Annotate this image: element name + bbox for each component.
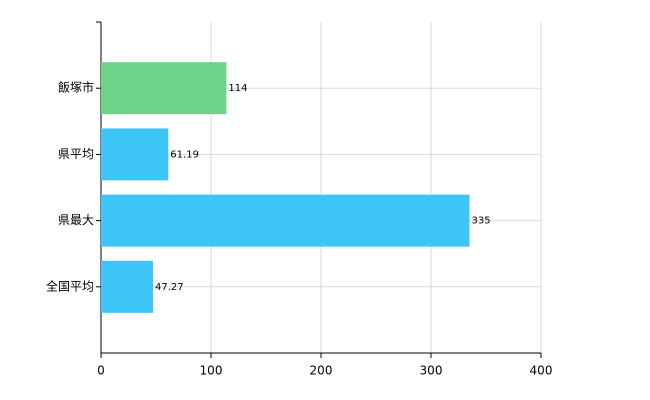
x-tick-label: 100 [200,364,223,378]
value-label: 47.27 [155,282,184,293]
x-tick-label: 200 [310,364,333,378]
y-tick-label: 県平均 [58,147,94,161]
bar [101,260,153,313]
y-tick-label: 県最大 [58,213,94,227]
y-tick-label: 飯塚市 [58,80,94,95]
x-tick-label: 400 [530,364,553,378]
x-tick-label: 0 [97,364,105,378]
bar [101,194,470,247]
value-label: 335 [472,216,491,227]
value-label: 114 [228,83,247,94]
bar [101,128,169,181]
value-label: 61.19 [170,149,199,160]
y-tick-label: 全国平均 [46,278,94,293]
x-tick-label: 300 [420,364,443,378]
bar [101,62,227,115]
